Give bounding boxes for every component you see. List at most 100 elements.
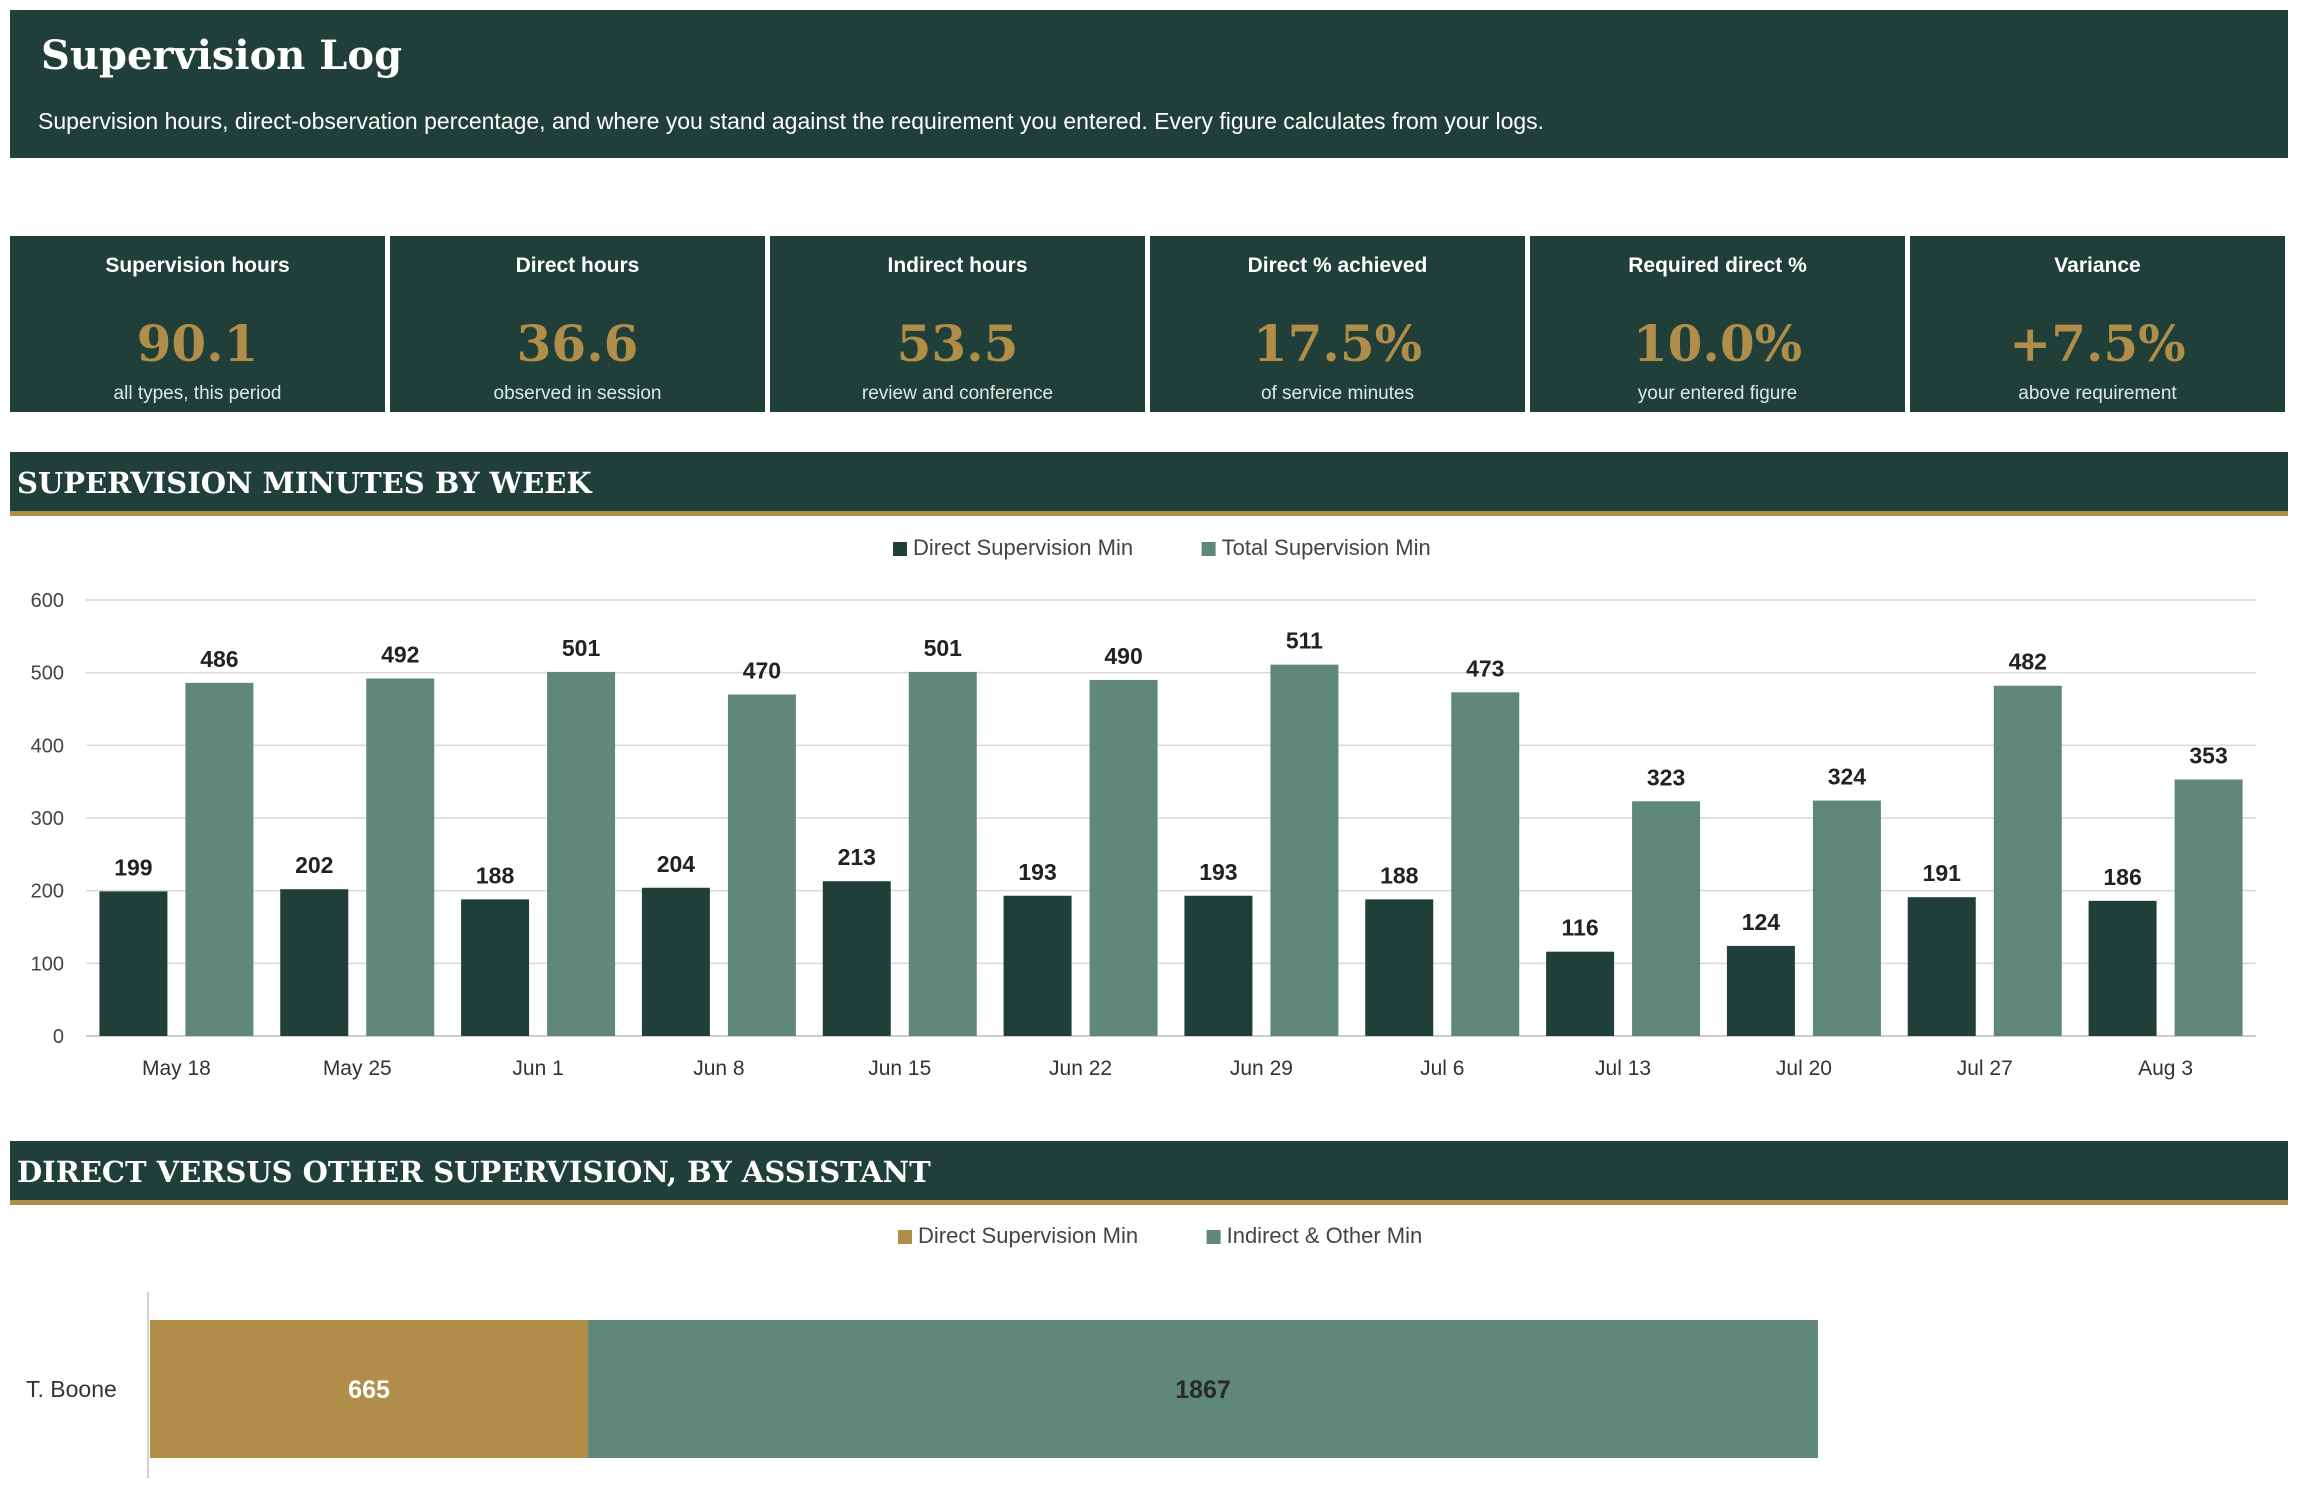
bar-direct <box>99 891 168 1036</box>
section-header-assistant: DIRECT VERSUS OTHER SUPERVISION, BY ASSI… <box>10 1141 2288 1205</box>
bar-total <box>1270 664 1339 1036</box>
data-label: 213 <box>838 844 876 870</box>
x-tick-label: Aug 3 <box>2138 1057 2193 1080</box>
data-label: 353 <box>2189 742 2227 768</box>
bar-direct <box>1003 895 1072 1036</box>
bar-total <box>185 682 254 1036</box>
bar-direct <box>1184 895 1253 1036</box>
chart-legend: Direct Supervision Min Indirect & Other M… <box>898 1223 1422 1248</box>
data-label: 482 <box>2009 649 2047 675</box>
kpi-value: 53.5 <box>896 314 1019 373</box>
y-tick-label: 400 <box>31 735 64 757</box>
kpi-value: 10.0% <box>1632 314 1803 373</box>
x-tick-label: Jun 22 <box>1049 1057 1112 1080</box>
x-tick-label: Jul 13 <box>1595 1057 1651 1080</box>
data-label: 490 <box>1104 643 1142 669</box>
legend-label: Indirect & Other Min <box>1227 1223 1423 1248</box>
bar-direct <box>1907 897 1976 1036</box>
data-label: 191 <box>1923 860 1962 886</box>
kpi-supervision-hours: Supervision hours 90.1 all types, this p… <box>10 236 385 412</box>
page-subtitle: Supervision hours, direct-observation pe… <box>38 108 1545 134</box>
kpi-required-direct-percent: Required direct % 10.0% your entered fig… <box>1530 236 1905 412</box>
y-tick-label: 600 <box>31 590 64 612</box>
x-tick-label: Jul 27 <box>1957 1057 2013 1080</box>
x-tick-label: Jul 20 <box>1776 1057 1832 1080</box>
bar-direct <box>280 889 349 1036</box>
legend-label: Total Supervision Min <box>1222 535 1431 560</box>
chart-legend: Direct Supervision Min Total Supervision … <box>893 535 1431 560</box>
kpi-direct-percent-achieved: Direct % achieved 17.5% of service minut… <box>1150 236 1525 412</box>
section-title: SUPERVISION MINUTES BY WEEK <box>17 466 592 500</box>
y-tick-label: 500 <box>31 663 64 685</box>
legend-swatch <box>893 542 907 556</box>
data-label: 323 <box>1647 764 1685 790</box>
bar-total <box>727 694 796 1036</box>
data-label: 202 <box>295 852 333 878</box>
kpi-label: Direct % achieved <box>1247 254 1428 277</box>
section-header-weekly: SUPERVISION MINUTES BY WEEK <box>10 452 2288 516</box>
bar-total <box>366 678 435 1036</box>
bar-total <box>547 671 616 1036</box>
data-label: 193 <box>1199 859 1237 885</box>
y-tick-label: 0 <box>53 1026 64 1048</box>
bar-direct <box>461 899 530 1036</box>
bar-total <box>1632 801 1701 1036</box>
kpi-value: +7.5% <box>2009 314 2186 373</box>
legend-swatch <box>1206 1230 1221 1244</box>
data-label: 188 <box>1380 862 1419 888</box>
data-label: 492 <box>381 641 419 667</box>
data-label: 324 <box>1828 764 1867 790</box>
bar-direct <box>2088 900 2157 1036</box>
kpi-value: 17.5% <box>1252 314 1423 373</box>
kpi-label: Required direct % <box>1628 254 1807 277</box>
y-tick-label: 300 <box>31 808 64 830</box>
bar-total <box>1812 800 1881 1036</box>
legend-swatch <box>898 1230 912 1244</box>
bar-total <box>1993 685 2062 1036</box>
data-label: 665 <box>348 1376 390 1404</box>
bar-total <box>1089 679 1158 1036</box>
kpi-caption: your entered figure <box>1637 383 1798 404</box>
bar-direct <box>1365 899 1434 1036</box>
y-tick-label: 100 <box>31 953 64 975</box>
data-label: 511 <box>1286 628 1323 654</box>
kpi-indirect-hours: Indirect hours 53.5 review and conferenc… <box>770 236 1145 412</box>
kpi-caption: review and conference <box>861 383 1054 404</box>
kpi-caption: all types, this period <box>113 383 282 404</box>
kpi-variance: Variance +7.5% above requirement <box>1910 236 2285 412</box>
data-label: 473 <box>1466 655 1504 681</box>
data-label: 486 <box>200 646 238 672</box>
page-title: Supervision Log <box>41 32 403 79</box>
legend-swatch <box>1201 542 1216 556</box>
kpi-label: Direct hours <box>515 254 640 277</box>
data-label: 186 <box>2103 864 2141 890</box>
data-label: 1867 <box>1175 1376 1231 1404</box>
data-label: 188 <box>476 862 515 888</box>
kpi-value: 90.1 <box>136 314 259 373</box>
weekly-minutes-chart: Direct Supervision Min Total Supervision … <box>31 535 2256 1080</box>
kpi-label: Indirect hours <box>887 254 1028 277</box>
legend-label: Direct Supervision Min <box>918 1223 1138 1248</box>
bar-direct <box>822 881 891 1036</box>
data-label: 501 <box>562 635 601 661</box>
bar-direct-segment <box>150 1320 589 1458</box>
kpi-caption: above requirement <box>2018 383 2177 404</box>
bar-total <box>908 671 977 1036</box>
data-label: 116 <box>1562 915 1599 941</box>
kpi-value: 36.6 <box>516 314 639 373</box>
bar-direct <box>1726 945 1795 1036</box>
x-tick-label: May 25 <box>323 1057 392 1080</box>
bar-direct <box>641 887 710 1036</box>
x-tick-label: Jun 15 <box>868 1057 931 1080</box>
x-tick-label: Jul 6 <box>1420 1057 1464 1080</box>
data-label: 199 <box>114 854 152 880</box>
data-label: 193 <box>1018 859 1056 885</box>
bar-total <box>2174 779 2243 1036</box>
y-tick-label: 200 <box>31 881 64 903</box>
kpi-caption: observed in session <box>493 383 662 404</box>
kpi-label: Supervision hours <box>105 254 290 277</box>
kpi-label: Variance <box>2054 254 2141 277</box>
bar-total <box>1451 692 1520 1036</box>
bar-indirect-segment <box>588 1320 1818 1458</box>
data-label: 470 <box>743 657 781 683</box>
